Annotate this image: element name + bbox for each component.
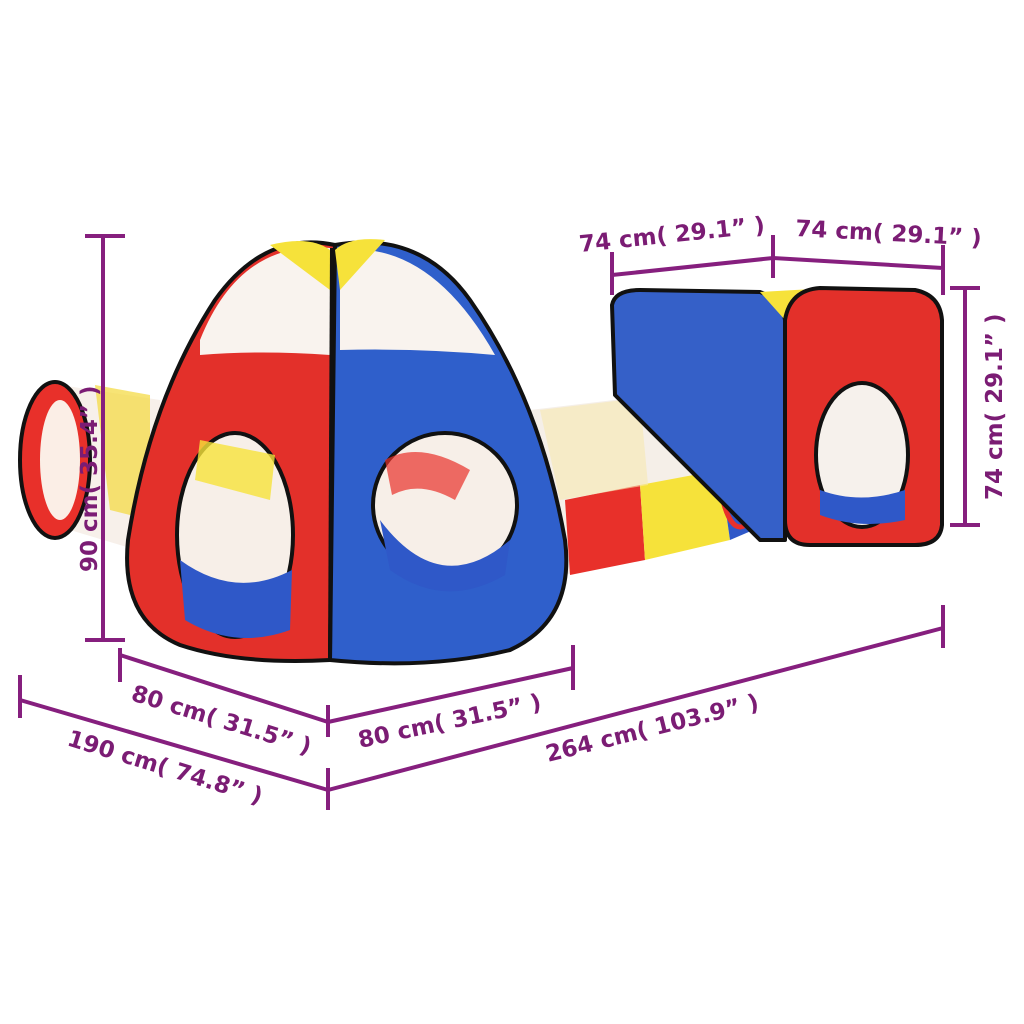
- cube-width-left-label: 74 cm( 29.1” ): [578, 213, 766, 258]
- depth-large-tent-label: 80 cm( 31.5” ): [128, 681, 314, 760]
- cube-tent: [610, 286, 944, 547]
- left-tunnel: [18, 380, 170, 560]
- dimension-lines: [18, 234, 980, 810]
- cube-height-label: 74 cm( 29.1” ): [982, 313, 1008, 500]
- width-large-tent-label: 80 cm( 31.5” ): [356, 690, 544, 754]
- height-large-tent-label: 90 cm( 35.4” ): [77, 385, 103, 572]
- cube-width-right-label: 74 cm( 29.1” ): [795, 216, 983, 252]
- large-pop-up-tent: [125, 239, 569, 666]
- overall-depth-label: 190 cm( 74.8” ): [64, 726, 265, 810]
- overall-length-label: 264 cm( 103.9” ): [543, 690, 761, 768]
